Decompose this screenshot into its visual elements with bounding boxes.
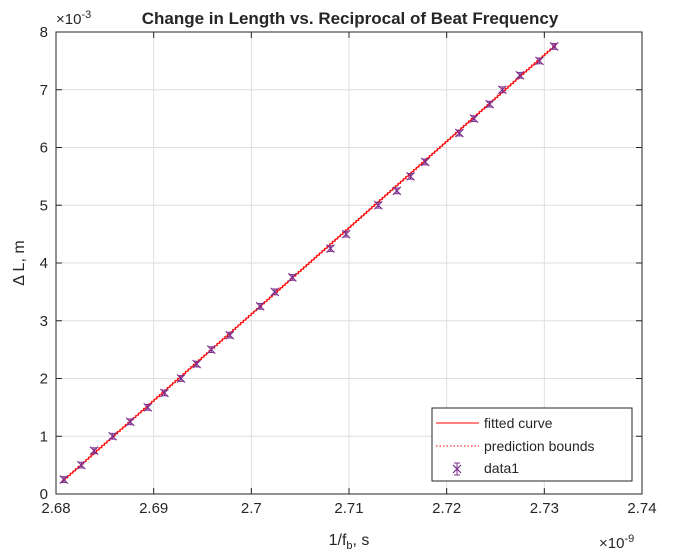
grid — [56, 32, 642, 494]
x-marker-stroke-2 — [326, 244, 335, 253]
x-marker-stroke-2 — [255, 301, 265, 311]
x-marker-stroke-2 — [406, 171, 415, 181]
x-tick-label: 2.71 — [334, 500, 363, 517]
x-marker-stroke-2 — [535, 56, 544, 66]
x-marker-stroke-2 — [469, 114, 479, 124]
legend-box — [431, 407, 633, 482]
x-marker-stroke-2 — [373, 200, 383, 210]
data-point — [192, 359, 202, 369]
y-axis-label: Δ L, m — [11, 240, 28, 285]
data-point — [125, 417, 135, 427]
x-marker-stroke-2 — [485, 99, 495, 109]
data-point — [225, 330, 235, 340]
data-point — [469, 114, 479, 124]
x-marker-stroke-2 — [497, 85, 507, 95]
y-tick-label: 6 — [40, 140, 48, 157]
data-point — [420, 157, 430, 167]
x-marker-stroke-2 — [59, 475, 69, 484]
x-axis-label-subscript: b — [346, 540, 352, 552]
data-point — [326, 244, 335, 253]
x-tick-label: 2.73 — [530, 500, 559, 517]
x-marker-stroke-2 — [549, 42, 559, 51]
x-marker-stroke-2 — [452, 464, 462, 474]
x-marker-stroke-2 — [270, 287, 280, 297]
x-tick-label: 2.69 — [139, 500, 168, 517]
x-tick-label: 2.72 — [432, 500, 461, 517]
x-marker-stroke-2 — [192, 359, 202, 369]
data-point — [454, 128, 464, 138]
y-exponent-power: -3 — [81, 9, 91, 21]
x-axis-label-suffix: , s — [353, 532, 370, 549]
data-point — [373, 200, 383, 210]
data-point — [255, 301, 265, 311]
x-marker-stroke-2 — [159, 388, 169, 398]
y-tick-label: 4 — [40, 255, 48, 272]
legend-prediction-bounds-label: prediction bounds — [484, 438, 595, 454]
y-exponent: ×10-3 — [56, 9, 91, 28]
x-marker-stroke-2 — [515, 70, 525, 80]
x-tick-label: 2.7 — [241, 500, 262, 517]
legend-data1-marker — [452, 462, 462, 476]
data-point — [392, 186, 402, 196]
data-point — [341, 229, 351, 239]
data-point — [108, 431, 118, 441]
x-exponent-power: -9 — [624, 533, 634, 545]
x-exponent: ×10-9 — [599, 533, 634, 552]
data-point — [206, 345, 216, 355]
legend: fitted curve prediction bounds data1 — [431, 407, 633, 482]
legend-data1-label: data1 — [484, 460, 519, 476]
ticks — [55, 31, 643, 495]
y-tick-label: 2 — [40, 371, 48, 388]
tick-labels: 2.68 2.69 2.7 2.71 2.72 2.73 2.74 0 1 2 3 4 5 6 7 8 — [40, 24, 657, 517]
x-marker-stroke-2 — [454, 128, 464, 138]
data-point — [535, 56, 544, 66]
data-point — [452, 462, 462, 476]
legend-fitted-curve-label: fitted curve — [484, 415, 553, 431]
data-layer — [59, 42, 559, 484]
x-axis-label-main: 1/f — [329, 532, 347, 549]
x-marker-stroke-2 — [392, 186, 402, 196]
x-marker-stroke-2 — [108, 431, 118, 441]
data-point — [143, 402, 153, 412]
x-marker-stroke-2 — [341, 229, 351, 239]
y-tick-label: 8 — [40, 24, 48, 41]
x-marker-stroke-2 — [89, 446, 99, 456]
x-exponent-base: ×10-9 — [599, 533, 634, 552]
data-point — [159, 388, 169, 398]
x-marker-stroke-2 — [125, 417, 135, 427]
y-tick-label: 1 — [40, 428, 48, 445]
x-marker-stroke-2 — [206, 345, 216, 355]
x-marker-stroke-2 — [176, 374, 186, 383]
y-exponent-base: ×10-3 — [56, 9, 91, 28]
x-exponent-times: ×10 — [599, 535, 624, 552]
y-tick-label: 5 — [40, 197, 48, 214]
x-tick-label: 2.68 — [41, 500, 70, 517]
data-point — [406, 171, 415, 181]
y-tick-label: 0 — [40, 486, 48, 503]
x-marker-stroke-2 — [143, 402, 153, 412]
x-marker-stroke-2 — [225, 330, 235, 340]
data-point — [497, 85, 507, 95]
data-point — [270, 287, 280, 297]
data-point — [549, 42, 559, 51]
y-tick-label: 7 — [40, 82, 48, 99]
x-marker-stroke-2 — [420, 157, 430, 167]
data-point — [76, 460, 86, 470]
data-point — [176, 374, 186, 383]
x-axis-label: 1/fb, s — [329, 532, 370, 552]
chart-title: Change in Length vs. Reciprocal of Beat … — [142, 9, 559, 28]
x-tick-label: 2.74 — [627, 500, 656, 517]
y-tick-label: 3 — [40, 313, 48, 330]
x-marker-stroke-2 — [76, 460, 86, 470]
data-point — [59, 475, 69, 484]
y-exponent-times: ×10 — [56, 11, 81, 28]
data-point — [89, 446, 99, 456]
data-point — [485, 99, 495, 109]
x-marker-stroke-2 — [287, 273, 297, 282]
data-point — [287, 273, 297, 282]
data-point — [515, 70, 525, 80]
